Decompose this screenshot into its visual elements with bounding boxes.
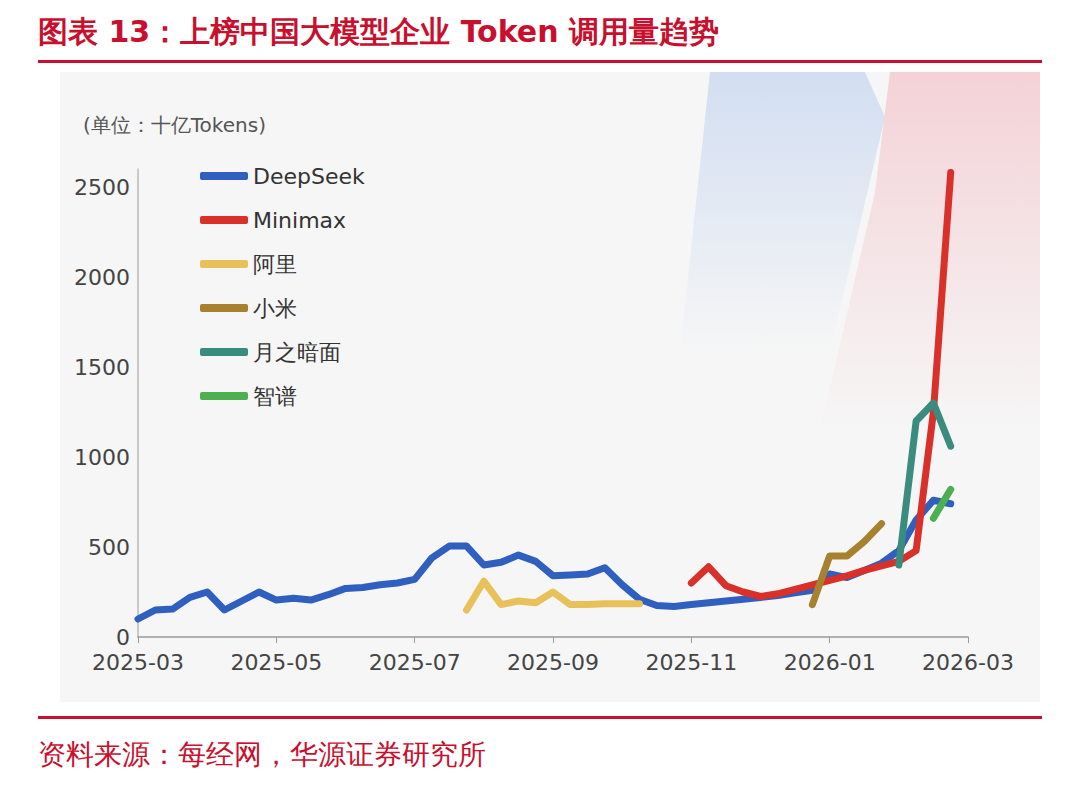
svg-text:阿里: 阿里: [253, 252, 297, 277]
svg-text:2025-07: 2025-07: [369, 650, 461, 675]
svg-text:2025-03: 2025-03: [92, 650, 184, 675]
svg-text:2026-03: 2026-03: [922, 650, 1014, 675]
svg-text:500: 500: [88, 535, 130, 560]
svg-text:1500: 1500: [74, 355, 130, 380]
svg-text:2025-09: 2025-09: [507, 650, 599, 675]
svg-text:0: 0: [116, 625, 130, 650]
svg-text:2025-11: 2025-11: [645, 650, 737, 675]
svg-text:2025-05: 2025-05: [230, 650, 322, 675]
svg-text:1000: 1000: [74, 445, 130, 470]
svg-text:智谱: 智谱: [253, 384, 297, 409]
svg-text:2500: 2500: [74, 175, 130, 200]
svg-text:DeepSeek: DeepSeek: [253, 164, 365, 189]
svg-text:2026-01: 2026-01: [784, 650, 876, 675]
svg-text:(单位：十亿Tokens): (单位：十亿Tokens): [83, 113, 266, 137]
html-text:资料来源：每经网，华源证券研究所: 资料来源：每经网，华源证券研究所: [38, 738, 486, 771]
svg-text:Minimax: Minimax: [253, 208, 346, 233]
svg-text:小米: 小米: [253, 296, 297, 321]
svg-text:2000: 2000: [74, 265, 130, 290]
svg-text:月之暗面: 月之暗面: [253, 340, 341, 365]
html-text:图表 13：上榜中国大模型企业 Token 调用量趋势: 图表 13：上榜中国大模型企业 Token 调用量趋势: [38, 14, 719, 49]
